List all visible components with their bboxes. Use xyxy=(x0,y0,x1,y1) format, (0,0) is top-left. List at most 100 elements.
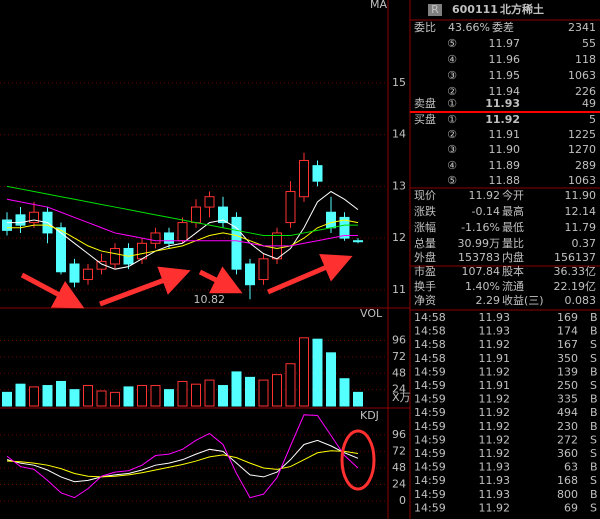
stat-label: 收益(三) xyxy=(502,293,544,307)
level: ① xyxy=(447,113,457,126)
tick-time: 14:59 xyxy=(414,406,446,419)
tick-price: 11.92 xyxy=(479,433,511,446)
level: ③ xyxy=(447,143,457,156)
candle-body xyxy=(191,206,201,224)
level: ⑤ xyxy=(447,37,457,50)
price: 11.89 xyxy=(489,159,521,172)
tick-side: S xyxy=(590,433,597,446)
stat-label: 股本 xyxy=(502,264,524,278)
y-tick-label: 24 xyxy=(392,478,406,491)
tick-volume: 174 xyxy=(557,325,578,338)
volume-bar xyxy=(272,374,282,407)
candle-body xyxy=(245,263,255,286)
price: 11.95 xyxy=(489,69,521,82)
tick-price: 11.93 xyxy=(479,488,511,501)
stat-label: 市盈 xyxy=(414,264,436,278)
y-tick-label: 96 xyxy=(392,334,406,347)
price: 11.97 xyxy=(489,37,521,50)
candle-body xyxy=(258,258,269,281)
tick-volume: 250 xyxy=(557,379,578,392)
level: ① xyxy=(447,97,457,110)
label: 卖盘 xyxy=(414,96,436,110)
indicator-line xyxy=(7,219,359,257)
stat-value: 22.19亿 xyxy=(554,280,597,293)
volume: 289 xyxy=(575,159,596,172)
stat-value: 12.14 xyxy=(565,205,597,218)
stat-label: 最高 xyxy=(502,204,524,218)
volume-bar xyxy=(123,386,134,407)
volume-bar xyxy=(56,380,66,407)
badge: R xyxy=(431,3,439,16)
candle-body xyxy=(326,211,336,229)
volume-bar xyxy=(69,389,80,407)
price-pane xyxy=(2,152,363,300)
price: 11.92 xyxy=(485,113,520,126)
volume-bar xyxy=(29,386,39,407)
tick-time: 14:59 xyxy=(414,365,446,378)
candle-body xyxy=(204,196,215,208)
tick-time: 14:59 xyxy=(414,501,446,514)
tick-price: 11.92 xyxy=(479,447,511,460)
tick-volume: 335 xyxy=(557,393,578,406)
tick-volume: 272 xyxy=(557,433,578,446)
tick-price: 11.92 xyxy=(479,338,511,351)
candle-body xyxy=(312,165,323,182)
tick-price: 11.93 xyxy=(479,474,511,487)
price: 11.91 xyxy=(489,128,521,141)
stat-value: 107.84 xyxy=(462,265,501,278)
tick-volume: 69 xyxy=(564,501,578,514)
volume-bar xyxy=(326,352,336,407)
volume: 1063 xyxy=(568,174,596,187)
volume: 1063 xyxy=(568,69,596,82)
candle-body xyxy=(83,268,93,281)
level: ② xyxy=(447,128,457,141)
volume-bar xyxy=(83,385,93,407)
indicator-line xyxy=(6,198,358,247)
low-annotation: 10.82 xyxy=(194,293,226,306)
price: 11.94 xyxy=(489,85,521,98)
y-tick-label: 24 xyxy=(392,383,406,396)
candle-body xyxy=(285,191,296,224)
candle-body xyxy=(29,211,39,224)
value: 43.66% xyxy=(448,21,490,34)
tick-volume: 360 xyxy=(557,447,578,460)
candle-body xyxy=(218,206,228,224)
tick-side: B xyxy=(590,488,598,501)
tick-volume: 168 xyxy=(557,474,578,487)
indicator-line xyxy=(6,414,359,499)
stat-value: -0.14 xyxy=(472,205,500,218)
tick-time: 14:58 xyxy=(414,338,446,351)
stat-value: 153783 xyxy=(458,251,500,264)
volume-bar xyxy=(204,379,215,407)
stat-label: 量比 xyxy=(502,237,524,250)
volume-bar xyxy=(339,378,350,407)
tick-price: 11.93 xyxy=(479,461,511,474)
stat-label: 净资 xyxy=(414,293,436,307)
tick-volume: 350 xyxy=(557,352,578,365)
candle-body xyxy=(15,214,26,226)
stat-value: 11.79 xyxy=(565,221,597,234)
tick-side: S xyxy=(590,352,597,365)
level: ④ xyxy=(447,159,457,172)
candle-body xyxy=(69,263,80,283)
stock-code: 600111 xyxy=(452,3,498,16)
volume-bar xyxy=(218,385,228,407)
tick-time: 14:59 xyxy=(414,461,446,474)
price: 11.96 xyxy=(489,53,521,66)
candle-body xyxy=(110,247,120,265)
candle-body xyxy=(164,232,174,244)
volume-bar xyxy=(42,385,53,407)
tick-volume: 494 xyxy=(557,406,578,419)
volume-bar xyxy=(285,363,296,407)
tick-side: B xyxy=(590,365,598,378)
tick-side: B xyxy=(590,393,598,406)
kdj-pane xyxy=(6,414,359,499)
y-tick-label: 0 xyxy=(399,494,406,507)
y-tick-label: 12 xyxy=(392,231,406,244)
volume-bar xyxy=(137,385,147,407)
stat-label: 总量 xyxy=(414,236,436,250)
tick-side: S xyxy=(590,501,597,514)
tick-time: 14:59 xyxy=(414,379,446,392)
volume: 1225 xyxy=(568,128,596,141)
